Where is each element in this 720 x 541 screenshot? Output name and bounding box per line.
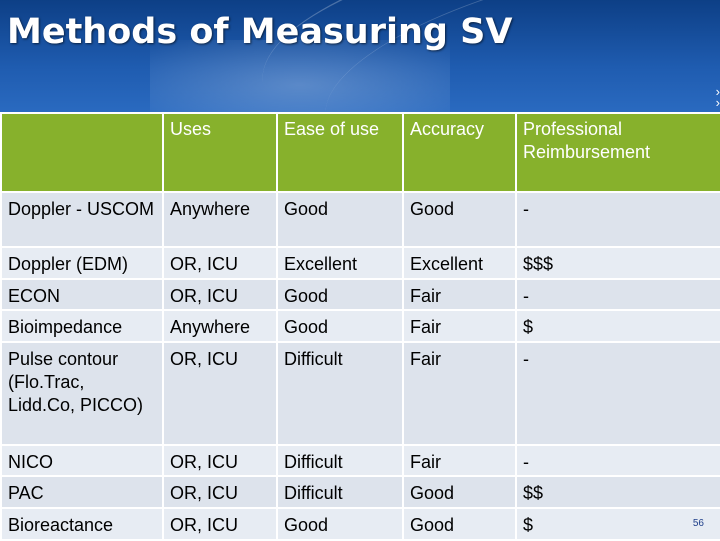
cell-ease: Difficult bbox=[276, 444, 404, 477]
cell-accuracy: Fair bbox=[402, 341, 517, 446]
title-banner: Methods of Measuring SV › › bbox=[0, 0, 720, 112]
cell-method: Bioreactance bbox=[0, 507, 164, 541]
cell-uses: OR, ICU bbox=[162, 507, 278, 541]
cell-reimbursement: $ bbox=[515, 507, 720, 541]
cell-uses: OR, ICU bbox=[162, 246, 278, 280]
cell-reimbursement: $$$ bbox=[515, 246, 720, 280]
table-row: Doppler - USCOM Anywhere Good Good - bbox=[0, 191, 720, 248]
table-row: Bioreactance OR, ICU Good Good $ bbox=[0, 507, 720, 541]
cell-reimbursement: - bbox=[515, 444, 720, 477]
header-uses: Uses bbox=[162, 112, 278, 193]
cell-uses: OR, ICU bbox=[162, 278, 278, 311]
cell-reimbursement: - bbox=[515, 341, 720, 446]
cell-accuracy: Excellent bbox=[402, 246, 517, 280]
table-row: Pulse contour (Flo.Trac, Lidd.Co, PICCO)… bbox=[0, 341, 720, 446]
cell-uses: Anywhere bbox=[162, 191, 278, 248]
slide-title: Methods of Measuring SV bbox=[7, 12, 513, 52]
slide-number: 56 bbox=[692, 518, 704, 529]
header-accuracy: Accuracy bbox=[402, 112, 517, 193]
cell-ease: Good bbox=[276, 507, 404, 541]
cell-accuracy: Fair bbox=[402, 278, 517, 311]
cell-ease: Difficult bbox=[276, 475, 404, 509]
header-professional-reimbursement: Professional Reimbursement bbox=[515, 112, 720, 193]
cell-reimbursement: $ bbox=[515, 309, 720, 343]
cell-method: ECON bbox=[0, 278, 164, 311]
cell-method: Pulse contour (Flo.Trac, Lidd.Co, PICCO) bbox=[0, 341, 164, 446]
cell-accuracy: Fair bbox=[402, 309, 517, 343]
table-header-row: Uses Ease of use Accuracy Professional R… bbox=[0, 112, 720, 193]
cell-accuracy: Good bbox=[402, 191, 517, 248]
cell-method: Bioimpedance bbox=[0, 309, 164, 343]
cell-method: PAC bbox=[0, 475, 164, 509]
table-row: Doppler (EDM) OR, ICU Excellent Excellen… bbox=[0, 246, 720, 280]
cell-uses: OR, ICU bbox=[162, 475, 278, 509]
table-row: NICO OR, ICU Difficult Fair - bbox=[0, 444, 720, 477]
cell-method: NICO bbox=[0, 444, 164, 477]
cell-accuracy: Good bbox=[402, 507, 517, 541]
cell-method: Doppler (EDM) bbox=[0, 246, 164, 280]
cell-accuracy: Fair bbox=[402, 444, 517, 477]
cell-uses: OR, ICU bbox=[162, 341, 278, 446]
cell-uses: OR, ICU bbox=[162, 444, 278, 477]
table-row: Bioimpedance Anywhere Good Fair $ bbox=[0, 309, 720, 343]
table-row: PAC OR, ICU Difficult Good $$ bbox=[0, 475, 720, 509]
cell-ease: Good bbox=[276, 309, 404, 343]
header-method bbox=[0, 112, 164, 193]
banner-glow-decoration bbox=[150, 40, 450, 112]
cell-reimbursement: - bbox=[515, 278, 720, 311]
cell-ease: Excellent bbox=[276, 246, 404, 280]
header-ease-of-use: Ease of use bbox=[276, 112, 404, 193]
cell-reimbursement: - bbox=[515, 191, 720, 248]
cell-ease: Difficult bbox=[276, 341, 404, 446]
cell-method: Doppler - USCOM bbox=[0, 191, 164, 248]
cell-reimbursement: $$ bbox=[515, 475, 720, 509]
table-row: ECON OR, ICU Good Fair - bbox=[0, 278, 720, 311]
methods-table: Uses Ease of use Accuracy Professional R… bbox=[0, 112, 720, 541]
cell-uses: Anywhere bbox=[162, 309, 278, 343]
cell-ease: Good bbox=[276, 191, 404, 248]
cell-accuracy: Good bbox=[402, 475, 517, 509]
cell-ease: Good bbox=[276, 278, 404, 311]
chevron-decoration-icon: › › bbox=[715, 84, 720, 110]
